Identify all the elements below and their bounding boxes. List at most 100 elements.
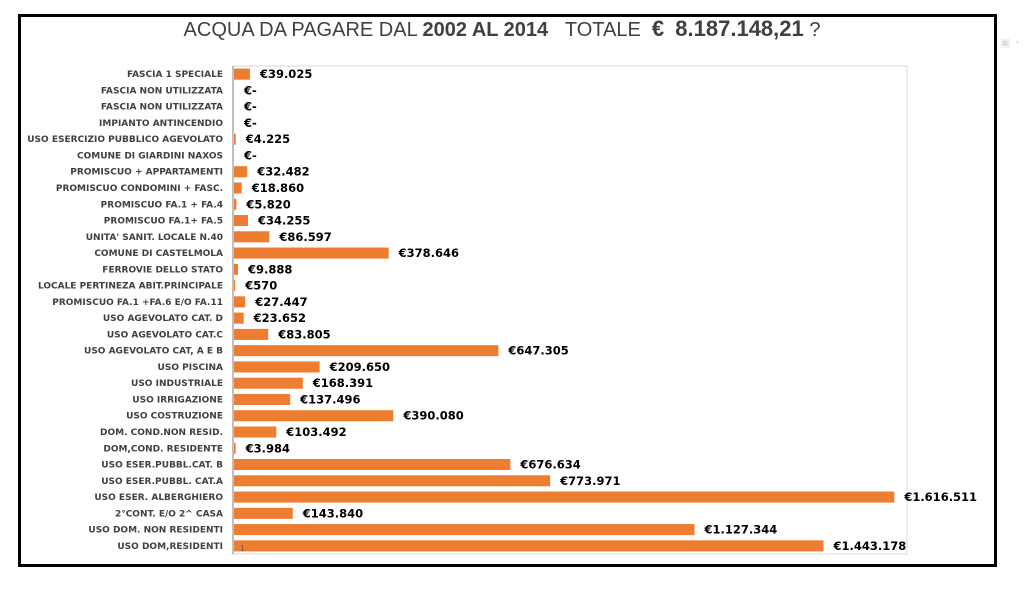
value-label: €137.496 [299, 392, 360, 406]
value-label: €5.820 [245, 197, 290, 211]
bar [234, 540, 824, 552]
value-label: €1.127.344 [704, 523, 778, 537]
bar [234, 345, 499, 357]
value-label: €- [243, 116, 257, 130]
category-label: 2°CONT. E/O 2^ CASA [115, 509, 223, 519]
category-label: USO INDUSTRIALE [131, 379, 223, 389]
category-label: FASCIA NON UTILIZZATA [101, 103, 223, 113]
chart-frame [18, 14, 997, 567]
bar [234, 459, 511, 471]
x-axis-tick-label: 1 [240, 544, 245, 553]
category-label: PROMISCUO FA.1+ FA.5 [104, 217, 223, 227]
bar [234, 312, 244, 324]
title-prefix: ACQUA DA PAGARE DAL [183, 19, 423, 41]
category-label: USO IRRIGAZIONE [132, 395, 223, 405]
title-euro-sign: € [651, 16, 665, 41]
bar [234, 182, 242, 194]
bar [234, 507, 293, 519]
category-label: USO AGEVOLATO CAT. D [103, 314, 223, 324]
value-label: €1.616.511 [903, 490, 977, 504]
bar [234, 215, 248, 227]
watermark-icon: ▣ ◔ [999, 37, 1020, 49]
category-label: LOCALE PERTINEZA ABIT.PRINCIPALE [38, 282, 223, 292]
value-label: €647.305 [507, 344, 568, 358]
category-label: USO ESER.PUBBL.CAT. B [101, 461, 223, 471]
bar [234, 410, 394, 422]
value-label: €103.492 [285, 425, 346, 439]
bar [234, 377, 303, 389]
category-label: PROMISCUO CONDOMINI + FASC. [56, 184, 223, 194]
bar [234, 231, 270, 243]
bar [234, 475, 551, 487]
bar [234, 442, 236, 454]
value-label: €83.805 [277, 327, 330, 341]
category-label: USO PISCINA [158, 363, 223, 373]
value-label: €32.482 [256, 165, 309, 179]
category-label: COMUNE DI GIARDINI NAXOS [77, 151, 223, 161]
value-label: €34.255 [257, 214, 310, 228]
category-label: USO AGEVOLATO CAT, A E B [84, 347, 223, 357]
value-label: €3.984 [245, 441, 290, 455]
bar [234, 68, 250, 80]
chart-title: ACQUA DA PAGARE DAL 2002 AL 2014 TOTALE … [0, 16, 1004, 42]
bar [234, 133, 236, 145]
value-label: €209.650 [329, 360, 390, 374]
value-label: €27.447 [254, 295, 307, 309]
category-label: COMUNE DI CASTELMOLA [94, 249, 223, 259]
category-label: FERROVIE DELLO STATO [102, 265, 223, 275]
bar [234, 524, 695, 536]
value-labels-group: €39.025€-€-€-€4.225€-€32.482€18.860€5.82… [243, 67, 977, 553]
category-labels-group: FASCIA 1 SPECIALE FASCIA NON UTILIZZATA FA… [27, 70, 223, 552]
bar [234, 263, 239, 275]
value-label: €773.971 [559, 474, 620, 488]
value-label: €- [243, 100, 257, 114]
bar [234, 247, 389, 259]
bars-group [234, 68, 895, 552]
bar [234, 280, 236, 292]
value-label: €570 [244, 279, 277, 293]
category-label: USO ESER.PUBBL. CAT.A [101, 477, 223, 487]
category-label: PROMISCUO FA.1 + FA.4 [101, 200, 223, 210]
value-label: €18.860 [251, 181, 304, 195]
bar [234, 198, 237, 210]
title-total-amount: 8.187.148,21 [675, 16, 804, 41]
bar [234, 491, 895, 503]
value-label: €143.840 [302, 506, 363, 520]
title-question-mark: ? [809, 19, 821, 41]
title-years: 2002 AL 2014 [422, 19, 549, 41]
category-label: DOM. COND.NON RESID. [100, 428, 223, 438]
category-label: FASCIA NON UTILIZZATA [101, 86, 223, 96]
bar [234, 361, 320, 373]
category-label: USO DOM. NON RESIDENTI [88, 526, 223, 536]
category-label: USO AGEVOLATO CAT.C [107, 330, 224, 340]
value-label: €378.646 [398, 246, 459, 260]
value-label: €23.652 [253, 311, 306, 325]
category-label: PROMISCUO FA.1 +FA.6 E/O FA.11 [52, 298, 223, 308]
value-label: €- [243, 83, 257, 97]
category-label: UNITA' SANIT. LOCALE N.40 [86, 233, 223, 243]
title-totale-label: TOTALE [564, 19, 641, 41]
category-label: USO ESER. ALBERGHIERO [94, 493, 223, 503]
value-label: €168.391 [312, 376, 373, 390]
bar [234, 296, 246, 308]
category-label: USO DOM,RESIDENTI [117, 542, 223, 552]
bar [234, 328, 269, 340]
value-label: €676.634 [519, 458, 580, 472]
value-label: €- [243, 148, 257, 162]
value-label: €39.025 [259, 67, 312, 81]
category-label: USO ESERCIZIO PUBBLICO AGEVOLATO [27, 135, 223, 145]
bar [234, 426, 277, 438]
value-label: €390.080 [402, 409, 463, 423]
category-label: FASCIA 1 SPECIALE [127, 70, 223, 80]
category-label: PROMISCUO + APPARTAMENTI [70, 168, 223, 178]
value-label: €4.225 [245, 132, 290, 146]
value-label: €86.597 [278, 230, 331, 244]
value-label: €9.888 [247, 262, 292, 276]
value-label: €1.443.178 [833, 539, 907, 553]
category-label: USO COSTRUZIONE [126, 412, 223, 422]
bar [234, 166, 248, 178]
category-label: IMPIANTO ANTINCENDIO [99, 119, 223, 129]
bar [234, 393, 291, 405]
category-label: DOM,COND. RESIDENTE [103, 444, 223, 454]
